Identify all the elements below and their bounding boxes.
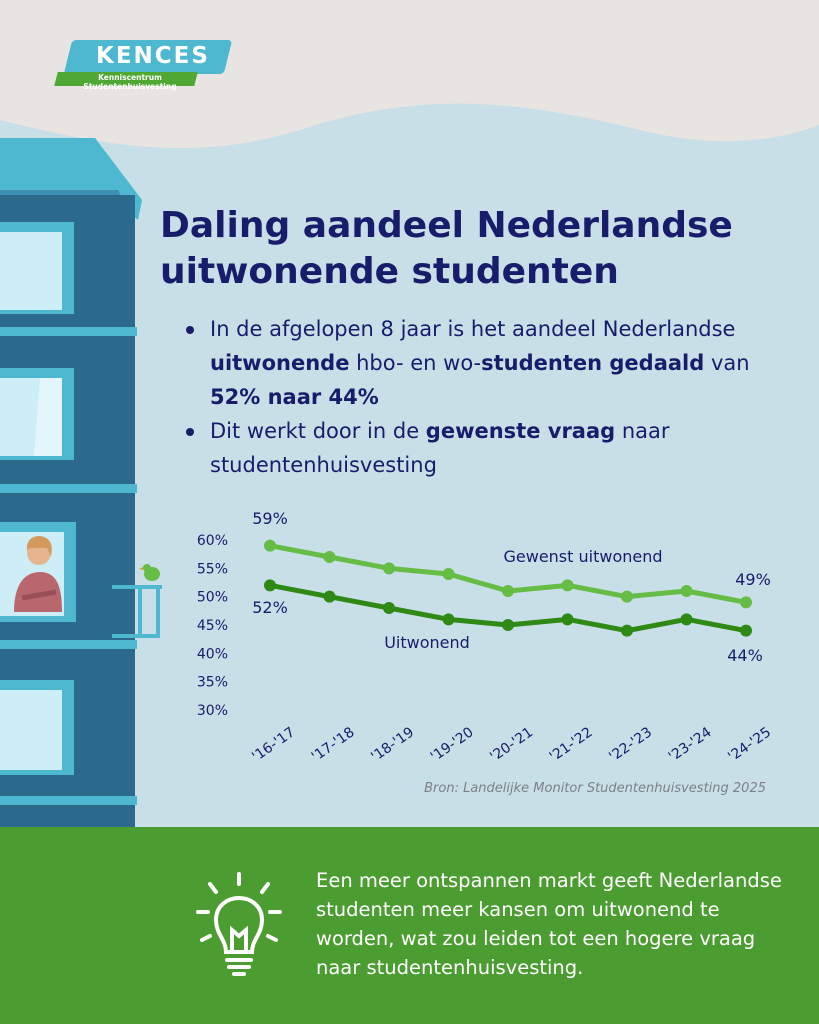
y-tick-label: 35% (197, 675, 228, 691)
x-tick-label: '20-'21 (487, 724, 536, 765)
x-tick-label: '18-'19 (368, 724, 417, 765)
data-point (442, 568, 455, 580)
data-point (264, 579, 276, 592)
data-point (740, 624, 752, 637)
data-point (561, 579, 574, 592)
x-tick-label: '24-'25 (725, 724, 774, 765)
key-points-list: In de afgelopen 8 jaar is het aandeel Ne… (185, 312, 785, 482)
x-tick-label: '23-'24 (666, 724, 715, 765)
data-label-start-uitwonend: 52% (252, 598, 288, 617)
bullet-1: In de afgelopen 8 jaar is het aandeel Ne… (185, 312, 785, 414)
chart-source: Bron: Landelijke Monitor Studentenhuisve… (424, 781, 766, 796)
lightbulb-icon (196, 872, 282, 976)
data-point (323, 551, 336, 563)
y-tick-label: 30% (197, 703, 228, 719)
logo-name: KENCES (96, 43, 210, 69)
y-tick-label: 60% (197, 533, 228, 549)
data-point (264, 539, 276, 552)
data-point (383, 602, 395, 614)
data-point (680, 613, 693, 626)
conclusion-banner (0, 827, 819, 1024)
data-label-end-uitwonend: 44% (727, 646, 763, 665)
data-point (621, 590, 633, 603)
y-tick-label: 50% (197, 590, 228, 606)
conclusion-text: Een meer ontspannen markt geeft Nederlan… (316, 869, 782, 979)
logo-subtitle: Kenniscentrum Studentenhuisvesting (83, 73, 177, 91)
x-tick-label: '17-'18 (309, 724, 358, 765)
series-label-gewenst: Gewenst uitwonend (503, 547, 662, 566)
data-point (561, 613, 574, 626)
kences-logo: KENCES Kenniscentrum Studentenhuisvestin… (52, 38, 242, 94)
x-tick-label: '19-'20 (428, 724, 477, 765)
data-point (502, 585, 514, 597)
series-label-uitwonend: Uitwonend (384, 633, 470, 652)
data-point (383, 562, 395, 575)
data-label-end-gewenst: 49% (735, 570, 771, 589)
data-label-start-gewenst: 59% (252, 509, 288, 528)
y-tick-label: 40% (197, 646, 228, 662)
x-tick-label: '16-'17 (249, 724, 298, 765)
x-tick-label: '22-'23 (606, 724, 655, 765)
page-title: Daling aandeel Nederlandse uitwonende st… (160, 203, 800, 295)
data-point (740, 596, 752, 609)
title-line-1: Daling aandeel Nederlandse (160, 205, 733, 246)
bullet-2: Dit werkt door in de gewenste vraag naar… (185, 414, 785, 482)
y-tick-label: 45% (197, 618, 228, 634)
x-tick-label: '21-'22 (547, 724, 596, 765)
y-tick-label: 55% (197, 561, 228, 577)
data-point (680, 585, 693, 597)
title-line-2: uitwonende studenten (160, 251, 619, 292)
data-point (323, 590, 336, 603)
data-point (502, 619, 514, 631)
data-point (621, 624, 633, 637)
data-point (442, 613, 455, 626)
